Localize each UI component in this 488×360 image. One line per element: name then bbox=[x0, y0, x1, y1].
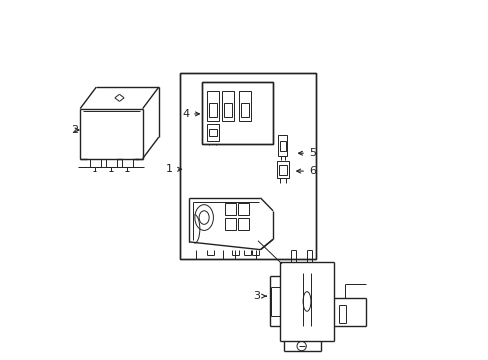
Bar bbox=[224, 218, 235, 230]
Bar bbox=[222, 91, 234, 121]
Bar bbox=[206, 123, 218, 141]
Bar bbox=[279, 165, 286, 175]
Text: 1: 1 bbox=[165, 164, 181, 174]
Text: 5: 5 bbox=[298, 148, 315, 158]
Bar bbox=[239, 91, 250, 121]
Text: 3: 3 bbox=[253, 291, 265, 301]
Bar bbox=[209, 129, 216, 136]
Bar bbox=[278, 135, 287, 156]
Bar bbox=[180, 73, 315, 258]
Bar bbox=[201, 82, 272, 144]
Bar bbox=[201, 82, 272, 144]
Text: 4: 4 bbox=[182, 109, 199, 119]
Bar bbox=[209, 103, 216, 117]
Bar bbox=[277, 161, 288, 178]
Text: 2: 2 bbox=[71, 125, 79, 135]
Bar bbox=[279, 141, 285, 151]
Bar bbox=[238, 203, 248, 215]
Bar bbox=[224, 203, 235, 215]
Bar bbox=[238, 218, 248, 230]
Bar bbox=[241, 103, 248, 117]
Bar bbox=[206, 91, 218, 121]
Text: 6: 6 bbox=[296, 166, 315, 176]
Bar bbox=[180, 73, 315, 258]
Bar bbox=[224, 103, 231, 117]
